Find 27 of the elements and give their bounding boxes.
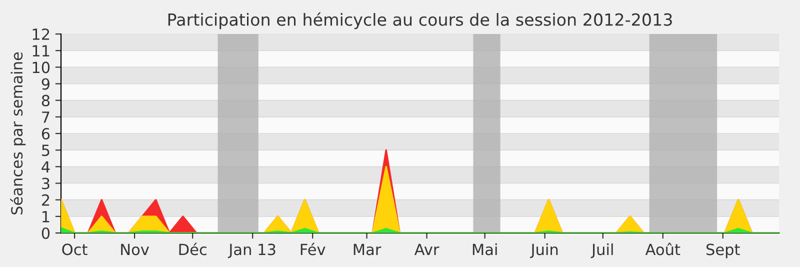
- y-axis-title: Séances par semaine: [10, 52, 26, 214]
- x-tick-label: Nov: [121, 244, 149, 256]
- y-tick-label: 7: [42, 112, 50, 123]
- y-tick-label: 12: [32, 28, 50, 40]
- y-tick-label: 1: [42, 211, 50, 222]
- y-tick-label: 2: [42, 194, 50, 206]
- x-tick-label: Jan 13: [228, 244, 276, 258]
- x-tick-label: Déc: [179, 242, 206, 256]
- x-tick-label: Mai: [472, 243, 497, 256]
- y-tick-label: 8: [42, 94, 50, 106]
- x-tick-label: Août: [645, 242, 680, 256]
- y-tick-label: 6: [42, 128, 50, 140]
- y-tick-label: 5: [42, 144, 50, 156]
- x-tick-label: Juin: [530, 243, 558, 258]
- y-tick-label: 11: [32, 45, 50, 56]
- x-tick-label: Mar: [354, 244, 382, 256]
- y-tick-label: 3: [42, 178, 50, 190]
- x-tick-label: Sept: [706, 244, 740, 258]
- y-tick-label: 4: [42, 161, 50, 172]
- chart-title: Participation en hémicycle au cours de la session 2012-2013: [168, 12, 672, 30]
- x-tick-label: Juil: [590, 243, 613, 258]
- y-tick-label: 10: [32, 62, 50, 74]
- x-tick-label: Fév: [300, 242, 326, 256]
- y-tick-label: 9: [42, 78, 50, 90]
- y-tick-label: 0: [42, 227, 50, 240]
- x-tick-label: Oct: [62, 244, 88, 256]
- x-tick-label: Avr: [414, 244, 440, 256]
